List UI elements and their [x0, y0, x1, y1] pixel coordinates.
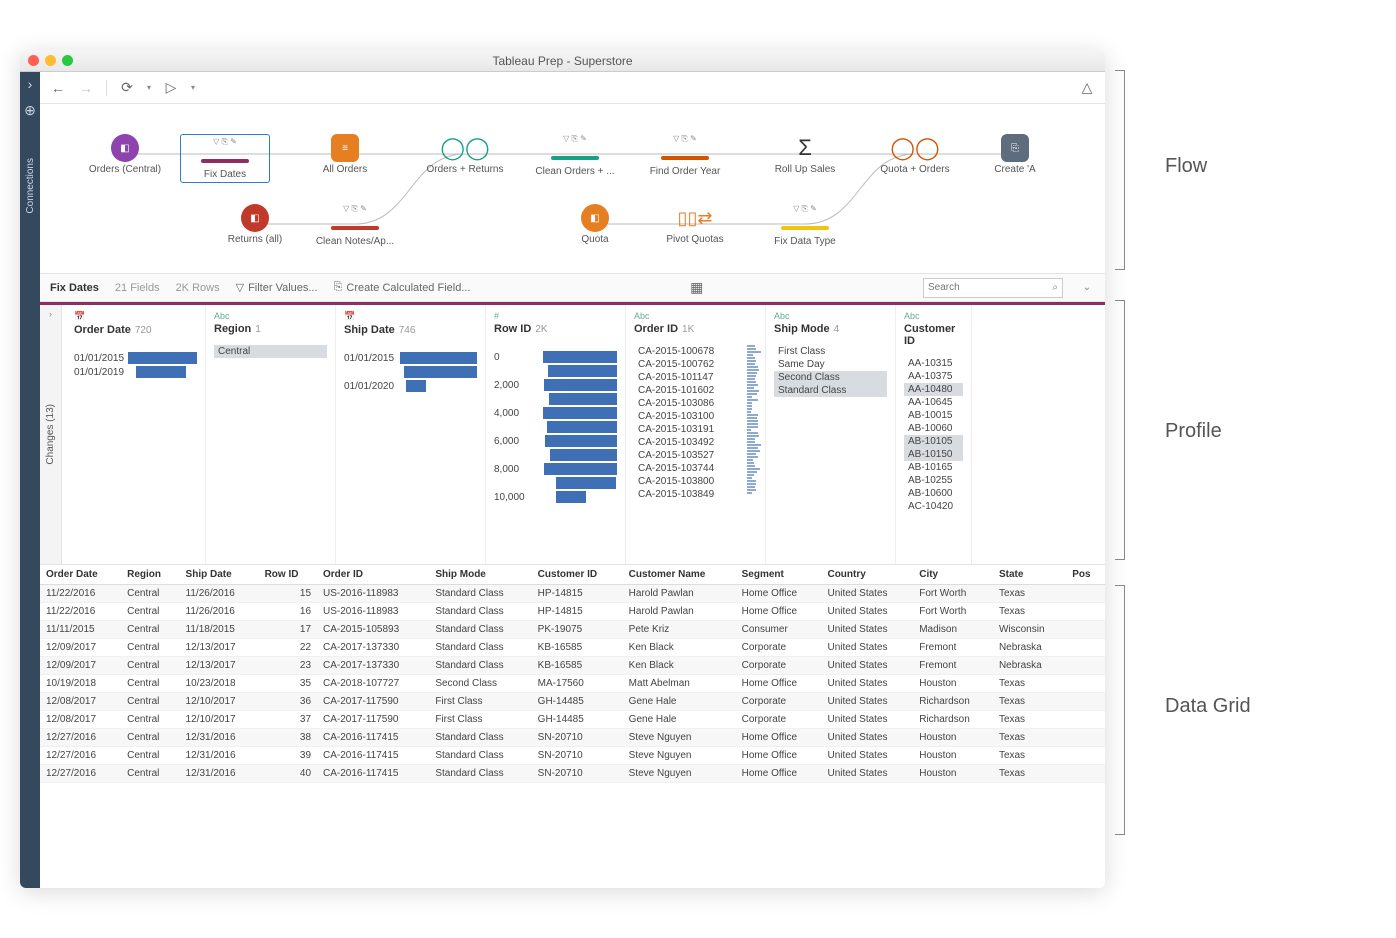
search-icon: ⌕	[1052, 282, 1058, 293]
data-grid-pane: Order DateRegionShip DateRow IDOrder IDS…	[40, 565, 1105, 888]
col-row-id[interactable]: Row ID	[259, 565, 317, 585]
profile-card-order-date[interactable]: 📅Order Date72001/01/201501/01/2019	[66, 305, 206, 564]
changes-label: Changes (13)	[45, 404, 56, 465]
flow-pane: ◧Orders (Central)▽ ⎘ ✎Fix Dates ≡All Orde…	[40, 104, 1105, 274]
table-row[interactable]: 12/09/2017Central12/13/201722CA-2017-137…	[40, 639, 1105, 657]
profile-card-region[interactable]: AbcRegion1Central	[206, 305, 336, 564]
flow-node-fix_dates[interactable]: ▽ ⎘ ✎Fix Dates	[180, 134, 270, 183]
flow-node-find_year[interactable]: ▽ ⎘ ✎Find Order Year	[640, 134, 730, 177]
calc-icon: ⎘	[334, 281, 343, 294]
search-input[interactable]	[928, 282, 1052, 293]
alerts-icon[interactable]: △	[1079, 80, 1095, 96]
col-country[interactable]: Country	[821, 565, 913, 585]
flow-node-clean_notes[interactable]: ▽ ⎘ ✎Clean Notes/Ap...	[310, 204, 400, 247]
table-row[interactable]: 11/22/2016Central11/26/201615US-2016-118…	[40, 585, 1105, 603]
col-segment[interactable]: Segment	[736, 565, 822, 585]
flow-node-quota_orders[interactable]: ◯◯Quota + Orders	[870, 134, 960, 175]
col-city[interactable]: City	[913, 565, 993, 585]
annotation-flow: Flow	[1165, 155, 1207, 178]
col-ship-date[interactable]: Ship Date	[180, 565, 259, 585]
table-row[interactable]: 12/08/2017Central12/10/201737CA-2017-117…	[40, 711, 1105, 729]
step-name: Fix Dates	[50, 282, 99, 294]
flow-node-fix_type[interactable]: ▽ ⎘ ✎Fix Data Type	[760, 204, 850, 247]
filter-values-button[interactable]: ▽ Filter Values...	[236, 281, 318, 294]
profile-card-ship-date[interactable]: 📅Ship Date74601/01/201501/01/2020	[336, 305, 486, 564]
col-ship-mode[interactable]: Ship Mode	[429, 565, 531, 585]
back-icon[interactable]: ←	[50, 80, 66, 96]
grid-view-icon[interactable]: ▦	[689, 280, 705, 296]
app-window: Tableau Prep - Superstore › ⊕ Connection…	[20, 50, 1105, 888]
create-calc-field-button[interactable]: ⎘ Create Calculated Field...	[334, 281, 471, 294]
options-chevron-icon[interactable]: ⌄	[1079, 280, 1095, 296]
profile-card-customer-id[interactable]: AbcCustomer IDAA-10315AA-10375AA-10480AA…	[896, 305, 972, 564]
table-row[interactable]: 11/11/2015Central11/18/201517CA-2015-105…	[40, 621, 1105, 639]
profile-pane: › Changes (13) 📅Order Date72001/01/20150…	[40, 305, 1105, 565]
table-row[interactable]: 12/27/2016Central12/31/201638CA-2016-117…	[40, 729, 1105, 747]
profile-card-row-id[interactable]: #Row ID2K02,0004,0006,0008,00010,000	[486, 305, 626, 564]
step-toolbar: Fix Dates 21 Fields 2K Rows ▽ Filter Val…	[40, 274, 1105, 302]
col-state[interactable]: State	[993, 565, 1066, 585]
flow-node-orders_central[interactable]: ◧Orders (Central)	[80, 134, 170, 175]
window-title: Tableau Prep - Superstore	[20, 54, 1105, 68]
collapse-rail-icon[interactable]: ›	[22, 76, 38, 92]
flow-node-rollup[interactable]: ΣRoll Up Sales	[760, 134, 850, 175]
step-rows: 2K Rows	[176, 282, 220, 294]
flow-node-orders_returns[interactable]: ◯◯Orders + Returns	[420, 134, 510, 175]
table-row[interactable]: 12/27/2016Central12/31/201639CA-2016-117…	[40, 747, 1105, 765]
col-region[interactable]: Region	[121, 565, 179, 585]
connections-label: Connections	[25, 158, 36, 214]
flow-node-create_a[interactable]: ⎘Create 'A	[970, 134, 1060, 175]
col-order-id[interactable]: Order ID	[317, 565, 429, 585]
top-toolbar: ← → ⟳▾ ▷▾ △	[40, 72, 1105, 104]
flow-node-returns_all[interactable]: ◧Returns (all)	[210, 204, 300, 245]
step-fields: 21 Fields	[115, 282, 160, 294]
changes-tab[interactable]: › Changes (13)	[40, 305, 62, 564]
connections-rail: › ⊕ Connections	[20, 72, 40, 888]
table-row[interactable]: 12/09/2017Central12/13/201723CA-2017-137…	[40, 657, 1105, 675]
col-pos[interactable]: Pos	[1066, 565, 1105, 585]
annotation-profile: Profile	[1165, 420, 1222, 443]
add-connection-icon[interactable]: ⊕	[22, 102, 38, 118]
table-row[interactable]: 12/08/2017Central12/10/201736CA-2017-117…	[40, 693, 1105, 711]
table-row[interactable]: 11/22/2016Central11/26/201616US-2016-118…	[40, 603, 1105, 621]
col-customer-name[interactable]: Customer Name	[623, 565, 736, 585]
search-box[interactable]: ⌕	[923, 278, 1063, 298]
window-controls[interactable]	[28, 55, 73, 66]
data-grid: Order DateRegionShip DateRow IDOrder IDS…	[40, 565, 1105, 783]
table-row[interactable]: 10/19/2018Central10/23/201835CA-2018-107…	[40, 675, 1105, 693]
titlebar: Tableau Prep - Superstore	[20, 50, 1105, 72]
col-order-date[interactable]: Order Date	[40, 565, 121, 585]
profile-card-ship-mode[interactable]: AbcShip Mode4First ClassSame DaySecond C…	[766, 305, 896, 564]
filter-icon: ▽	[236, 281, 244, 294]
flow-node-clean_orders[interactable]: ▽ ⎘ ✎Clean Orders + ...	[530, 134, 620, 177]
table-row[interactable]: 12/27/2016Central12/31/201640CA-2016-117…	[40, 765, 1105, 783]
annotation-grid: Data Grid	[1165, 695, 1251, 718]
forward-icon[interactable]: →	[78, 80, 94, 96]
flow-node-quota[interactable]: ◧Quota	[550, 204, 640, 245]
flow-node-all_orders[interactable]: ≡All Orders	[300, 134, 390, 175]
col-customer-id[interactable]: Customer ID	[532, 565, 623, 585]
profile-card-order-id[interactable]: AbcOrder ID1KCA-2015-100678CA-2015-10076…	[626, 305, 766, 564]
run-flow-icon[interactable]: ▷	[163, 80, 179, 96]
refresh-icon[interactable]: ⟳	[119, 80, 135, 96]
flow-node-pivot[interactable]: ▯▯⇄Pivot Quotas	[650, 204, 740, 245]
